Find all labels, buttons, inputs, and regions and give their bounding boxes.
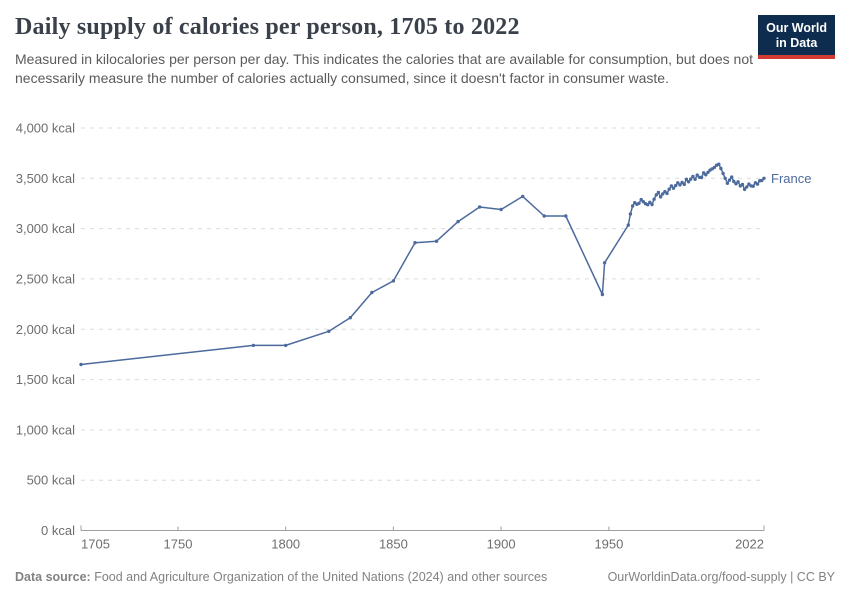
data-point[interactable] [669, 184, 674, 188]
data-point[interactable] [564, 214, 568, 218]
data-point[interactable] [742, 187, 747, 192]
y-tick-label: 4,000 kcal [16, 121, 75, 136]
data-point[interactable] [732, 179, 736, 184]
data-point[interactable] [676, 181, 680, 185]
x-tick-label: 1705 [81, 537, 110, 552]
y-tick-label: 3,500 kcal [16, 171, 75, 186]
owid-logo[interactable]: Our World in Data [758, 15, 835, 59]
data-point[interactable] [521, 194, 525, 199]
data-point[interactable] [686, 180, 691, 184]
data-point[interactable] [717, 162, 721, 166]
x-tick-label: 1750 [164, 537, 193, 552]
data-point[interactable] [689, 177, 693, 181]
chart-title: Daily supply of calories per person, 170… [15, 14, 520, 40]
x-tick-label: 1850 [379, 537, 408, 552]
data-point[interactable] [667, 187, 671, 191]
data-point[interactable] [630, 204, 635, 208]
data-point[interactable] [626, 223, 630, 227]
data-point[interactable] [646, 203, 650, 207]
data-source-label: Data source: [15, 570, 91, 584]
data-point[interactable] [760, 178, 764, 183]
data-point[interactable] [477, 205, 482, 209]
data-point[interactable] [719, 166, 723, 171]
data-point[interactable] [456, 219, 460, 224]
data-point[interactable] [762, 176, 766, 180]
data-point[interactable] [721, 171, 725, 176]
x-tick-label: 1800 [271, 537, 300, 552]
data-point[interactable] [751, 184, 755, 188]
chart-header: Daily supply of calories per person, 170… [15, 13, 835, 88]
data-point[interactable] [628, 212, 633, 216]
data-source: Data source: Food and Agriculture Organi… [15, 569, 547, 585]
y-tick-label: 0 kcal [41, 523, 75, 538]
data-point[interactable] [661, 192, 665, 196]
data-point[interactable] [704, 173, 708, 177]
data-point[interactable] [736, 180, 740, 184]
data-point[interactable] [682, 182, 686, 187]
data-point[interactable] [725, 181, 730, 185]
series-label-france[interactable]: France [771, 171, 811, 186]
data-point[interactable] [695, 173, 699, 177]
owid-logo-line2: in Data [775, 36, 818, 50]
y-tick-label: 1,000 kcal [16, 422, 75, 437]
data-point[interactable] [755, 182, 760, 186]
data-point[interactable] [665, 191, 669, 196]
data-point[interactable] [723, 176, 727, 180]
data-point[interactable] [684, 177, 689, 181]
data-point[interactable] [327, 329, 331, 333]
data-point[interactable] [348, 316, 352, 320]
data-point[interactable] [693, 177, 697, 181]
data-point[interactable] [730, 175, 734, 179]
data-point[interactable] [745, 185, 749, 189]
x-tick-label: 1950 [594, 537, 623, 552]
data-point[interactable] [671, 186, 676, 190]
data-point[interactable] [542, 214, 546, 218]
data-point[interactable] [600, 292, 605, 297]
data-point[interactable] [740, 182, 745, 187]
data-point[interactable] [656, 190, 661, 195]
x-tick-label: 2022 [735, 537, 764, 552]
y-tick-label: 3,000 kcal [16, 221, 75, 236]
data-point[interactable] [648, 200, 652, 204]
y-tick-label: 500 kcal [27, 473, 76, 488]
data-point[interactable] [650, 202, 654, 207]
data-point[interactable] [641, 200, 645, 204]
data-point[interactable] [678, 183, 682, 187]
data-point[interactable] [391, 279, 396, 283]
owid-logo-line1: Our World [766, 21, 827, 35]
data-point[interactable] [658, 195, 663, 199]
data-point[interactable] [680, 180, 684, 185]
data-point[interactable] [706, 170, 710, 174]
y-tick-label: 2,500 kcal [16, 271, 75, 286]
x-tick-label: 1900 [487, 537, 516, 552]
data-point[interactable] [639, 197, 643, 202]
footer-link[interactable]: OurWorldinData.org/food-supply | CC BY [607, 570, 835, 584]
data-point[interactable] [602, 261, 607, 265]
data-point[interactable] [370, 290, 374, 295]
data-point[interactable] [413, 241, 417, 245]
data-point[interactable] [691, 174, 695, 179]
data-point[interactable] [699, 175, 704, 180]
y-tick-label: 2,000 kcal [16, 322, 75, 337]
data-point[interactable] [434, 239, 439, 243]
data-point[interactable] [652, 197, 656, 201]
data-point[interactable] [284, 343, 288, 348]
data-point[interactable] [727, 178, 732, 182]
chart-footer: Data source: Food and Agriculture Organi… [15, 569, 835, 585]
data-point[interactable] [499, 207, 503, 212]
data-point[interactable] [654, 193, 658, 197]
data-point[interactable] [674, 183, 678, 188]
data-point[interactable] [637, 201, 641, 205]
data-source-text: Food and Agriculture Organization of the… [90, 570, 548, 584]
data-point[interactable] [251, 343, 256, 348]
data-point[interactable] [712, 165, 717, 170]
data-point[interactable] [79, 362, 83, 367]
y-tick-label: 1,500 kcal [16, 372, 75, 387]
chart-subtitle: Measured in kilocalories per person per … [15, 51, 754, 86]
